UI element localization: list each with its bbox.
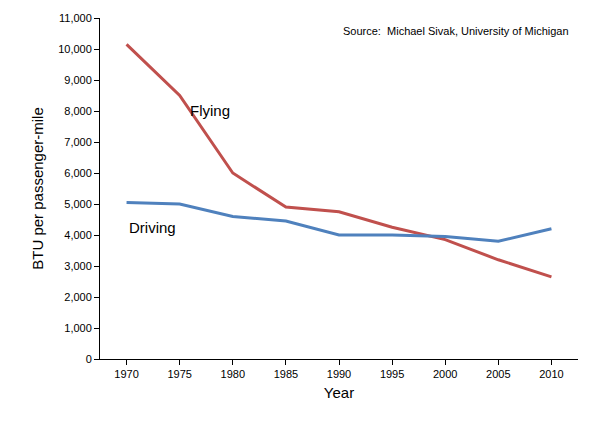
- svg-text:BTU per passenger-mile: BTU per passenger-mile: [29, 107, 46, 270]
- svg-text:8,000: 8,000: [64, 105, 92, 117]
- svg-text:Driving: Driving: [129, 219, 176, 236]
- svg-text:1975: 1975: [167, 368, 191, 380]
- svg-text:Source: Michael Sivak, Univer: Source: Michael Sivak, University of Mic…: [343, 25, 569, 37]
- svg-text:1970: 1970: [114, 368, 138, 380]
- svg-text:1990: 1990: [327, 368, 351, 380]
- svg-text:2010: 2010: [539, 368, 563, 380]
- svg-text:11,000: 11,000: [59, 12, 92, 24]
- svg-text:2000: 2000: [433, 368, 457, 380]
- svg-text:10,000: 10,000: [58, 43, 92, 55]
- svg-text:1985: 1985: [274, 368, 298, 380]
- svg-text:3,000: 3,000: [64, 260, 92, 272]
- svg-text:0: 0: [86, 353, 92, 365]
- svg-text:6,000: 6,000: [64, 167, 92, 179]
- svg-text:7,000: 7,000: [64, 136, 92, 148]
- svg-text:1980: 1980: [221, 368, 245, 380]
- svg-text:1995: 1995: [380, 368, 404, 380]
- svg-text:1,000: 1,000: [64, 322, 92, 334]
- svg-text:4,000: 4,000: [64, 229, 92, 241]
- svg-text:Flying: Flying: [190, 102, 230, 119]
- svg-text:2005: 2005: [486, 368, 510, 380]
- svg-text:5,000: 5,000: [64, 198, 92, 210]
- svg-text:Year: Year: [324, 384, 354, 401]
- svg-text:9,000: 9,000: [64, 74, 92, 86]
- svg-text:2,000: 2,000: [64, 291, 92, 303]
